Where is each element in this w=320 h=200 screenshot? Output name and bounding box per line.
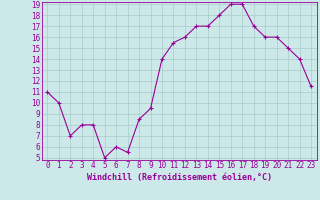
X-axis label: Windchill (Refroidissement éolien,°C): Windchill (Refroidissement éolien,°C) xyxy=(87,173,272,182)
